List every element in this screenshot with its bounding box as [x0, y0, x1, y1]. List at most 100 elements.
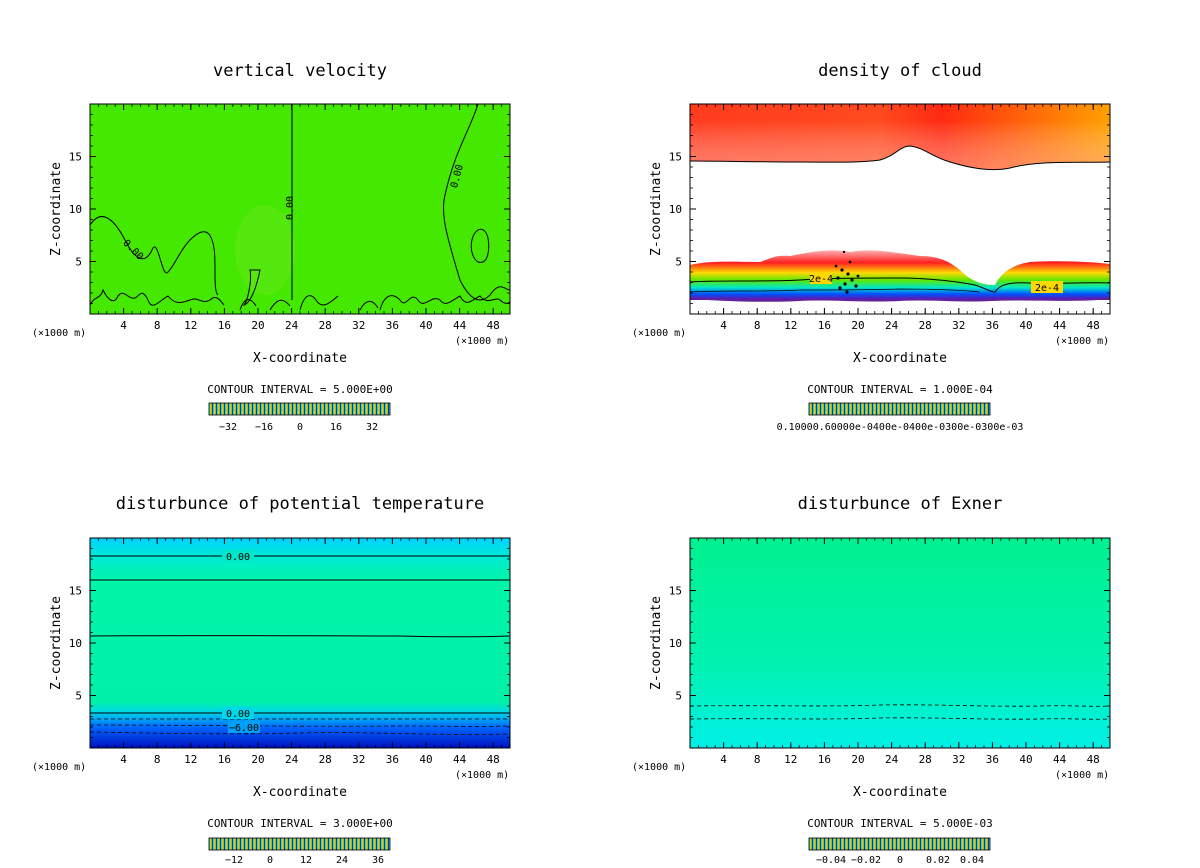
- ground-gap: [690, 300, 1110, 314]
- colorbar-label: 32: [366, 422, 378, 433]
- colorbar-label: 0.10000.60000e-0400e-0400e-0300e-0300e-0…: [777, 422, 1024, 433]
- x-tick-label: 20: [851, 319, 864, 332]
- contour-label: 0.00: [226, 552, 250, 563]
- colorbar-label: 0.02: [926, 855, 950, 866]
- chart-title: disturbunce of potential temperature: [116, 494, 484, 514]
- x-tick-label: 44: [1053, 753, 1067, 766]
- contour-line: [689, 704, 1111, 707]
- colorbar: [208, 837, 391, 851]
- x-tick-label: 32: [952, 753, 965, 766]
- x-tick-label: 12: [184, 753, 197, 766]
- x-tick-label: 28: [919, 753, 932, 766]
- x-tick-label: 24: [285, 753, 299, 766]
- contour-line: [689, 717, 1111, 720]
- label-bg: [222, 550, 254, 562]
- x-tick-label: 28: [919, 319, 932, 332]
- panel-exner: disturbunce of Exner 4 8 12 16 20 24 28 32 36 40 4…: [632, 494, 1111, 866]
- colorbar-label: 24: [336, 855, 348, 866]
- y-tick-label: 10: [669, 203, 682, 216]
- x-tick-label: 8: [154, 753, 161, 766]
- x-tick-label: 48: [1087, 753, 1100, 766]
- x-tick-label: 20: [851, 753, 864, 766]
- plot-area: 0.00 0.00 −6.00: [89, 537, 511, 749]
- x-tick-label: 32: [352, 753, 365, 766]
- x-tick-label: 4: [720, 319, 727, 332]
- colorbar-labels: −0.04 −0.02 0 0.02 0.04: [816, 855, 984, 866]
- chart-title: vertical velocity: [213, 61, 387, 81]
- contour-line: [689, 288, 981, 293]
- marker: [842, 250, 846, 254]
- marker: [838, 286, 842, 290]
- y-tick-label: 5: [75, 256, 82, 269]
- bottom-edge: [689, 297, 1111, 302]
- colorbar-label: −32: [219, 422, 237, 433]
- x-tick-label: 24: [885, 753, 899, 766]
- x-tick-label: 32: [952, 319, 965, 332]
- y-axis-title: Z-coordinate: [649, 596, 664, 690]
- x-tick-label: 36: [386, 753, 399, 766]
- y-tick-label: 10: [69, 637, 82, 650]
- x-tick-label: 12: [184, 319, 197, 332]
- contour-line: [89, 288, 511, 311]
- label-bg: [222, 707, 254, 719]
- plot-area: [689, 537, 1111, 749]
- colorbar-label: 0.04: [960, 855, 984, 866]
- y-axis-title: Z-coordinate: [49, 596, 64, 690]
- y-tick-label: 15: [669, 585, 682, 598]
- marker: [834, 264, 838, 268]
- contour-interval: CONTOUR INTERVAL = 1.000E-04: [807, 383, 993, 396]
- x-tick-label: 48: [487, 753, 500, 766]
- x-tick-label: 28: [319, 319, 332, 332]
- marker: [843, 282, 847, 286]
- label-bg: [228, 721, 260, 733]
- x-axis-title: X-coordinate: [253, 351, 347, 366]
- colorbar: [208, 402, 391, 416]
- plot-area: 0.00 0.00 0.00: [89, 103, 511, 315]
- marker: [846, 272, 850, 276]
- x-tick-label: 4: [120, 753, 127, 766]
- x-tick-label: 8: [754, 319, 761, 332]
- x-tick-label: 48: [487, 319, 500, 332]
- x-tick-label: 32: [352, 319, 365, 332]
- colorbar: [808, 837, 991, 851]
- chart-title: disturbunce of Exner: [798, 494, 1003, 514]
- field-fill: [90, 538, 510, 748]
- contour-label: 0.00: [285, 196, 296, 220]
- contour-line: [89, 216, 219, 296]
- x-unit-label-left: (×1000 m): [632, 328, 686, 339]
- x-tick-label: 44: [1053, 319, 1067, 332]
- contour-label: 2e-4: [809, 274, 833, 285]
- y-tick-label: 15: [69, 585, 82, 598]
- x-unit-label-right: (×1000 m): [455, 336, 509, 347]
- contour-interval: CONTOUR INTERVAL = 5.000E+00: [207, 383, 392, 396]
- label-bg: [1031, 281, 1063, 293]
- colorbar-label: 0: [897, 855, 903, 866]
- x-unit-label-left: (×1000 m): [32, 328, 86, 339]
- panel-density-of-cloud: density of cloud: [632, 61, 1111, 433]
- y-tick-label: 5: [675, 256, 682, 269]
- x-tick-label: 48: [1087, 319, 1100, 332]
- x-tick-label: 4: [120, 319, 127, 332]
- x-tick-label: 28: [319, 753, 332, 766]
- x-axis-title: X-coordinate: [853, 785, 947, 800]
- x-tick-label: 44: [453, 753, 467, 766]
- field-fill: [90, 104, 510, 314]
- panel-vertical-velocity: vertical velocity 0.00 0.00 0.00 4 8 12 16 2…: [32, 61, 511, 433]
- x-tick-label: 8: [154, 319, 161, 332]
- y-tick-label: 10: [69, 203, 82, 216]
- colorbar-label: −16: [255, 422, 273, 433]
- x-unit-label-left: (×1000 m): [32, 762, 86, 773]
- x-tick-label: 44: [453, 319, 467, 332]
- colorbar-label: 0: [267, 855, 273, 866]
- x-tick-label: 36: [986, 753, 999, 766]
- marker: [845, 290, 849, 294]
- x-tick-label: 8: [754, 753, 761, 766]
- contour-line: [689, 277, 1111, 293]
- x-tick-label: 24: [885, 319, 899, 332]
- x-tick-label: 16: [818, 753, 831, 766]
- colorbar-label: −0.04: [816, 855, 846, 866]
